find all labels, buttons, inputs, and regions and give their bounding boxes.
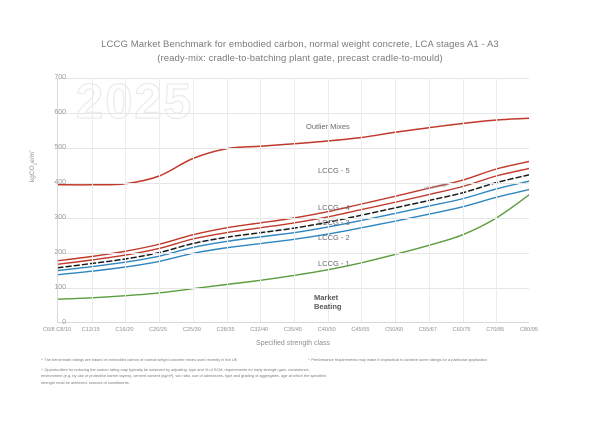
annotation-lccg-5: LCCG - 5 <box>318 166 350 175</box>
x-axis-tick-label: C6/8 C8/10 <box>42 327 72 333</box>
gridline-vertical <box>327 78 329 322</box>
gridline-vertical <box>125 78 127 322</box>
gridline-horizontal <box>58 218 529 219</box>
gridline-horizontal <box>58 288 529 289</box>
y-axis-tick-label: 500 <box>54 144 66 151</box>
gridline-vertical <box>294 78 295 322</box>
chart-title-block: LCCG Market Benchmark for embodied carbo… <box>0 38 600 66</box>
gridline-vertical <box>159 78 161 322</box>
y-axis-tick-label: 0 <box>62 319 66 326</box>
plot-area: 2025 <box>57 78 529 323</box>
y-axis-tick-label: 600 <box>54 109 66 116</box>
gridline-horizontal <box>58 183 529 184</box>
footnote-bullet-icon: ‣ <box>308 357 312 362</box>
gridline-horizontal <box>58 113 529 114</box>
plot-inner: 2025 <box>58 78 529 322</box>
gridline-vertical <box>226 78 228 322</box>
gridline-vertical <box>260 78 262 322</box>
annotation-market: Market <box>314 293 339 302</box>
footnote-bullet-icon: ‣ <box>41 357 45 362</box>
x-axis-tick-label: C35/45 <box>283 327 303 333</box>
footnote-left-1: ‣ The benchmark ratings are based on emb… <box>41 357 238 362</box>
x-axis-tick-label: C25/30 <box>182 327 201 333</box>
gridline-vertical <box>361 78 363 322</box>
x-axis-tick-label: C60/75 <box>452 327 471 333</box>
footnote-bullet-icon: ‣ <box>41 367 45 372</box>
gridline-horizontal <box>58 148 529 149</box>
x-axis-tick-label: C12/15 <box>81 327 100 333</box>
x-axis-tick-label: C28/35 <box>216 327 235 333</box>
gridline-vertical <box>496 78 498 322</box>
x-axis-tick-label: C80/95 <box>519 327 539 333</box>
x-axis-label: Specified strength class <box>256 340 330 347</box>
gridline-vertical <box>91 78 93 322</box>
gridline-vertical <box>462 78 464 322</box>
chart-title: LCCG Market Benchmark for embodied carbo… <box>101 39 499 50</box>
x-axis-tick-label: C20/25 <box>149 327 168 333</box>
y-axis-label: kgCO2e/m3 <box>28 150 38 182</box>
chart-subtitle: (ready-mix: cradle-to-batching plant gat… <box>157 53 443 64</box>
annotation-beating: Beating <box>314 302 342 311</box>
annotation-lccg-2: LCCG - 2 <box>318 233 350 242</box>
x-axis-tick-label: C55/67 <box>418 327 437 333</box>
footnote-right-1: ‣ Performance requirements may make it i… <box>308 357 487 362</box>
x-axis-tick-label: C70/85 <box>486 327 505 333</box>
annotation-lccg-3: LCCG - 3 <box>318 218 350 227</box>
y-axis-tick-label: 700 <box>54 74 66 81</box>
annotation-lccg-1: LCCG - 1 <box>318 259 350 268</box>
footnote-left-2: ‣ Opportunities for reducing the carbon … <box>41 367 326 385</box>
x-axis-tick-label: C50/60 <box>385 327 404 333</box>
x-axis-tick-label: C45/55 <box>351 327 370 333</box>
x-axis-tick-label: C32/40 <box>250 327 269 333</box>
gridline-vertical <box>192 78 194 322</box>
gridline-vertical <box>395 78 397 322</box>
x-axis-tick-label: C16/20 <box>115 327 134 333</box>
y-axis-tick-label: 400 <box>54 179 66 186</box>
y-axis-tick-label: 200 <box>54 249 66 256</box>
x-axis-tick-label: C40/50 <box>317 327 336 333</box>
gridline-horizontal <box>58 253 529 254</box>
annotation-lccg-4: LCCG - 4 <box>318 203 350 212</box>
y-axis-tick-label: 100 <box>54 284 66 291</box>
gridline-vertical <box>428 78 430 322</box>
y-axis-tick-label: 300 <box>54 214 66 221</box>
gridline-horizontal <box>58 78 529 79</box>
annotation-outlier-mixes: Outlier Mixes <box>306 122 350 131</box>
